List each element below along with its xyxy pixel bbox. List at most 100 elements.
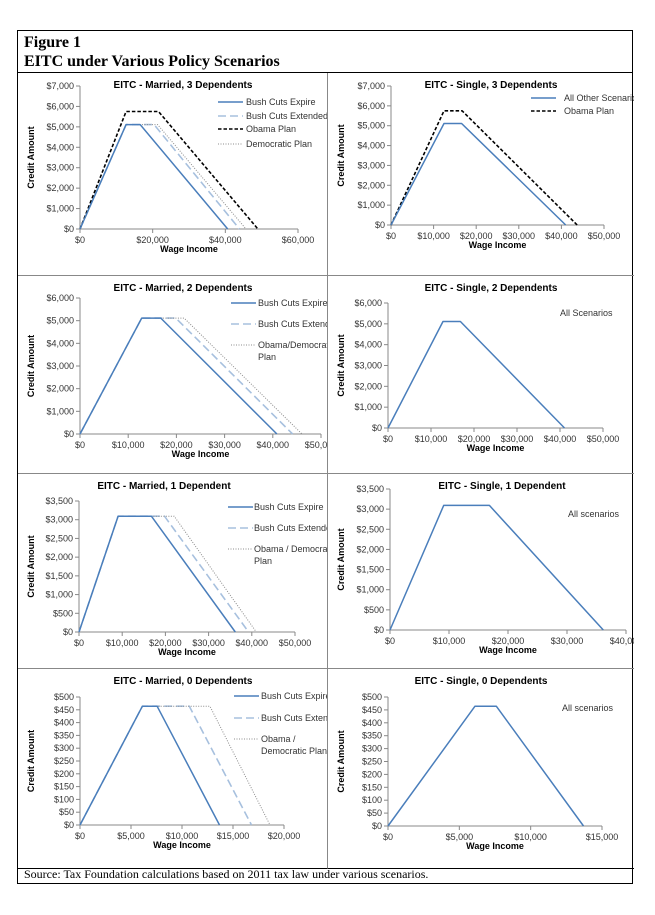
series-line-bush-cuts-expire — [79, 317, 278, 435]
y-tick-label: $1,500 — [356, 565, 384, 575]
x-tick-label: $20,000 — [492, 636, 525, 646]
series-line-all-scenarios — [389, 504, 604, 631]
x-axis-label: Wage Income — [469, 240, 527, 250]
x-tick-label: $20,000 — [136, 235, 169, 245]
scenario-annotation: All Scenarios — [560, 308, 613, 318]
chart-title: EITC - Married, 3 Dependents — [114, 80, 253, 91]
y-tick-label: $0 — [63, 627, 73, 637]
chart-title: EITC - Married, 0 Dependents — [114, 676, 253, 687]
y-tick-label: $4,000 — [46, 338, 74, 348]
y-tick-label: $0 — [375, 220, 385, 230]
figure-label: Figure 1 — [24, 34, 82, 51]
legend-label: Bush Cuts Expire — [246, 97, 316, 107]
y-tick-label: $7,000 — [357, 81, 385, 91]
legend-label-line: Bush Cuts Expire — [258, 298, 328, 308]
legend-label: All Other Scenarios — [564, 93, 634, 103]
y-tick-label: $2,500 — [356, 524, 384, 534]
x-tick-label: $40,000 — [236, 638, 269, 648]
legend-label-line: Democratic Plan — [261, 746, 327, 756]
x-tick-label: $50,000 — [279, 638, 312, 648]
chart-panel-2: $0 $1,000 $2,000 $3,000 $4,000 $5,000 $6,000 $7… — [328, 73, 634, 276]
x-tick-label: $40,000 — [544, 434, 577, 444]
y-axis-label: Credit Amount — [26, 335, 36, 397]
chart-panel-5: $0 $500 $1,000 $1,500 $2,000 $2,500 $3,000 $3,5… — [18, 474, 328, 669]
y-tick-label: $500 — [54, 692, 74, 702]
x-tick-label: $40,000 — [209, 235, 242, 245]
y-tick-label: $100 — [362, 795, 382, 805]
chart-panel-7: $0 $50 $100 $150 $200 $250 $300 $350 $400 $450 $50… — [18, 669, 328, 869]
line-chart: $0 $500 $1,000 $1,500 $2,000 $2,500 $3,000 $3,5… — [336, 481, 634, 655]
series-line-bush-cuts-expire — [79, 705, 221, 826]
y-tick-label: $300 — [362, 744, 382, 754]
legend-label-line: Bush Cuts Extended — [246, 111, 328, 121]
y-tick-label: $6,000 — [46, 293, 74, 303]
series-line-bush-cuts-expire — [79, 123, 229, 230]
x-tick-label: $15,000 — [217, 831, 250, 841]
y-tick-label: $3,000 — [46, 361, 74, 371]
line-chart: $0 $50 $100 $150 $200 $250 $300 $350 $400 $450 $50… — [336, 676, 618, 851]
legend-label-line: Obama/Democratic — [258, 340, 328, 350]
y-tick-label: $1,000 — [46, 204, 74, 214]
figure-header: Figure 1 EITC under Various Policy Scena… — [18, 31, 632, 73]
y-tick-label: $450 — [54, 705, 74, 715]
x-tick-label: $10,000 — [417, 231, 450, 241]
x-tick-label: $40,000 — [610, 636, 634, 646]
line-chart: $0 $1,000 $2,000 $3,000 $4,000 $5,000 $6,000 $7… — [26, 80, 328, 254]
chart-panel-6: $0 $500 $1,000 $1,500 $2,000 $2,500 $3,000 $3,5… — [328, 474, 634, 669]
series-line-all-other-scenarios — [390, 122, 567, 226]
y-tick-label: $50 — [59, 807, 74, 817]
legend-label-line: Plan — [258, 352, 276, 362]
y-tick-label: $2,000 — [45, 552, 73, 562]
x-axis-label: Wage Income — [172, 449, 230, 459]
legend-label: Bush Cuts Extended — [246, 111, 328, 121]
x-tick-label: $10,000 — [166, 831, 199, 841]
y-tick-label: $5,000 — [357, 121, 385, 131]
line-chart: $0 $50 $100 $150 $200 $250 $300 $350 $400 $450 $50… — [26, 676, 328, 850]
x-tick-label: $0 — [386, 231, 396, 241]
x-tick-label: $10,000 — [415, 434, 448, 444]
series-line-bush-cuts-expire — [78, 515, 236, 633]
scenario-annotation: All scenarios — [568, 509, 620, 519]
x-tick-label: $5,000 — [117, 831, 145, 841]
y-tick-label: $0 — [372, 423, 382, 433]
y-tick-label: $2,000 — [357, 180, 385, 190]
legend-label: Obama / Democratic Plan — [254, 544, 328, 566]
series-line-obama-plan — [390, 109, 578, 226]
legend-label: Democratic Plan — [246, 139, 312, 149]
y-tick-label: $5,000 — [354, 319, 382, 329]
scenario-annotation: All scenarios — [562, 703, 614, 713]
y-tick-label: $200 — [54, 769, 74, 779]
legend-label-line: All Other Scenarios — [564, 93, 634, 103]
chart-title: EITC - Married, 2 Dependents — [114, 283, 253, 294]
y-tick-label: $2,500 — [45, 533, 73, 543]
legend-label-line: Obama Plan — [564, 106, 614, 116]
y-tick-label: $1,500 — [45, 571, 73, 581]
y-tick-label: $1,000 — [356, 585, 384, 595]
y-tick-label: $3,000 — [354, 361, 382, 371]
y-tick-label: $0 — [64, 820, 74, 830]
x-tick-label: $50,000 — [588, 231, 621, 241]
x-tick-label: $20,000 — [458, 434, 491, 444]
y-tick-label: $250 — [362, 757, 382, 767]
y-tick-label: $50 — [367, 808, 382, 818]
y-tick-label: $150 — [54, 782, 74, 792]
y-tick-label: $350 — [54, 730, 74, 740]
line-chart: $0 $1,000 $2,000 $3,000 $4,000 $5,000 $6,000 $0… — [336, 283, 619, 453]
legend-label: Bush Cuts Expire — [258, 298, 328, 308]
x-tick-label: $30,000 — [503, 231, 536, 241]
legend-label-line: Bush Cuts Expire — [261, 691, 328, 701]
x-tick-label: $20,000 — [160, 440, 193, 450]
chart-title: EITC - Single, 3 Dependents — [425, 80, 558, 91]
y-tick-label: $400 — [362, 718, 382, 728]
chart-panel-1: $0 $1,000 $2,000 $3,000 $4,000 $5,000 $6,000 $7… — [18, 73, 328, 276]
y-tick-label: $1,000 — [354, 402, 382, 412]
y-tick-label: $2,000 — [356, 544, 384, 554]
x-tick-label: $40,000 — [257, 440, 290, 450]
line-chart: $0 $500 $1,000 $1,500 $2,000 $2,500 $3,000 $3,5… — [26, 481, 328, 657]
y-tick-label: $300 — [54, 743, 74, 753]
legend-label: Bush Cuts Extended — [258, 319, 328, 329]
series-line-all-scenarios — [387, 320, 566, 429]
legend-label: Bush Cuts Extended — [261, 713, 328, 723]
y-axis-label: Credit Amount — [26, 126, 36, 188]
x-tick-label: $30,000 — [208, 440, 241, 450]
